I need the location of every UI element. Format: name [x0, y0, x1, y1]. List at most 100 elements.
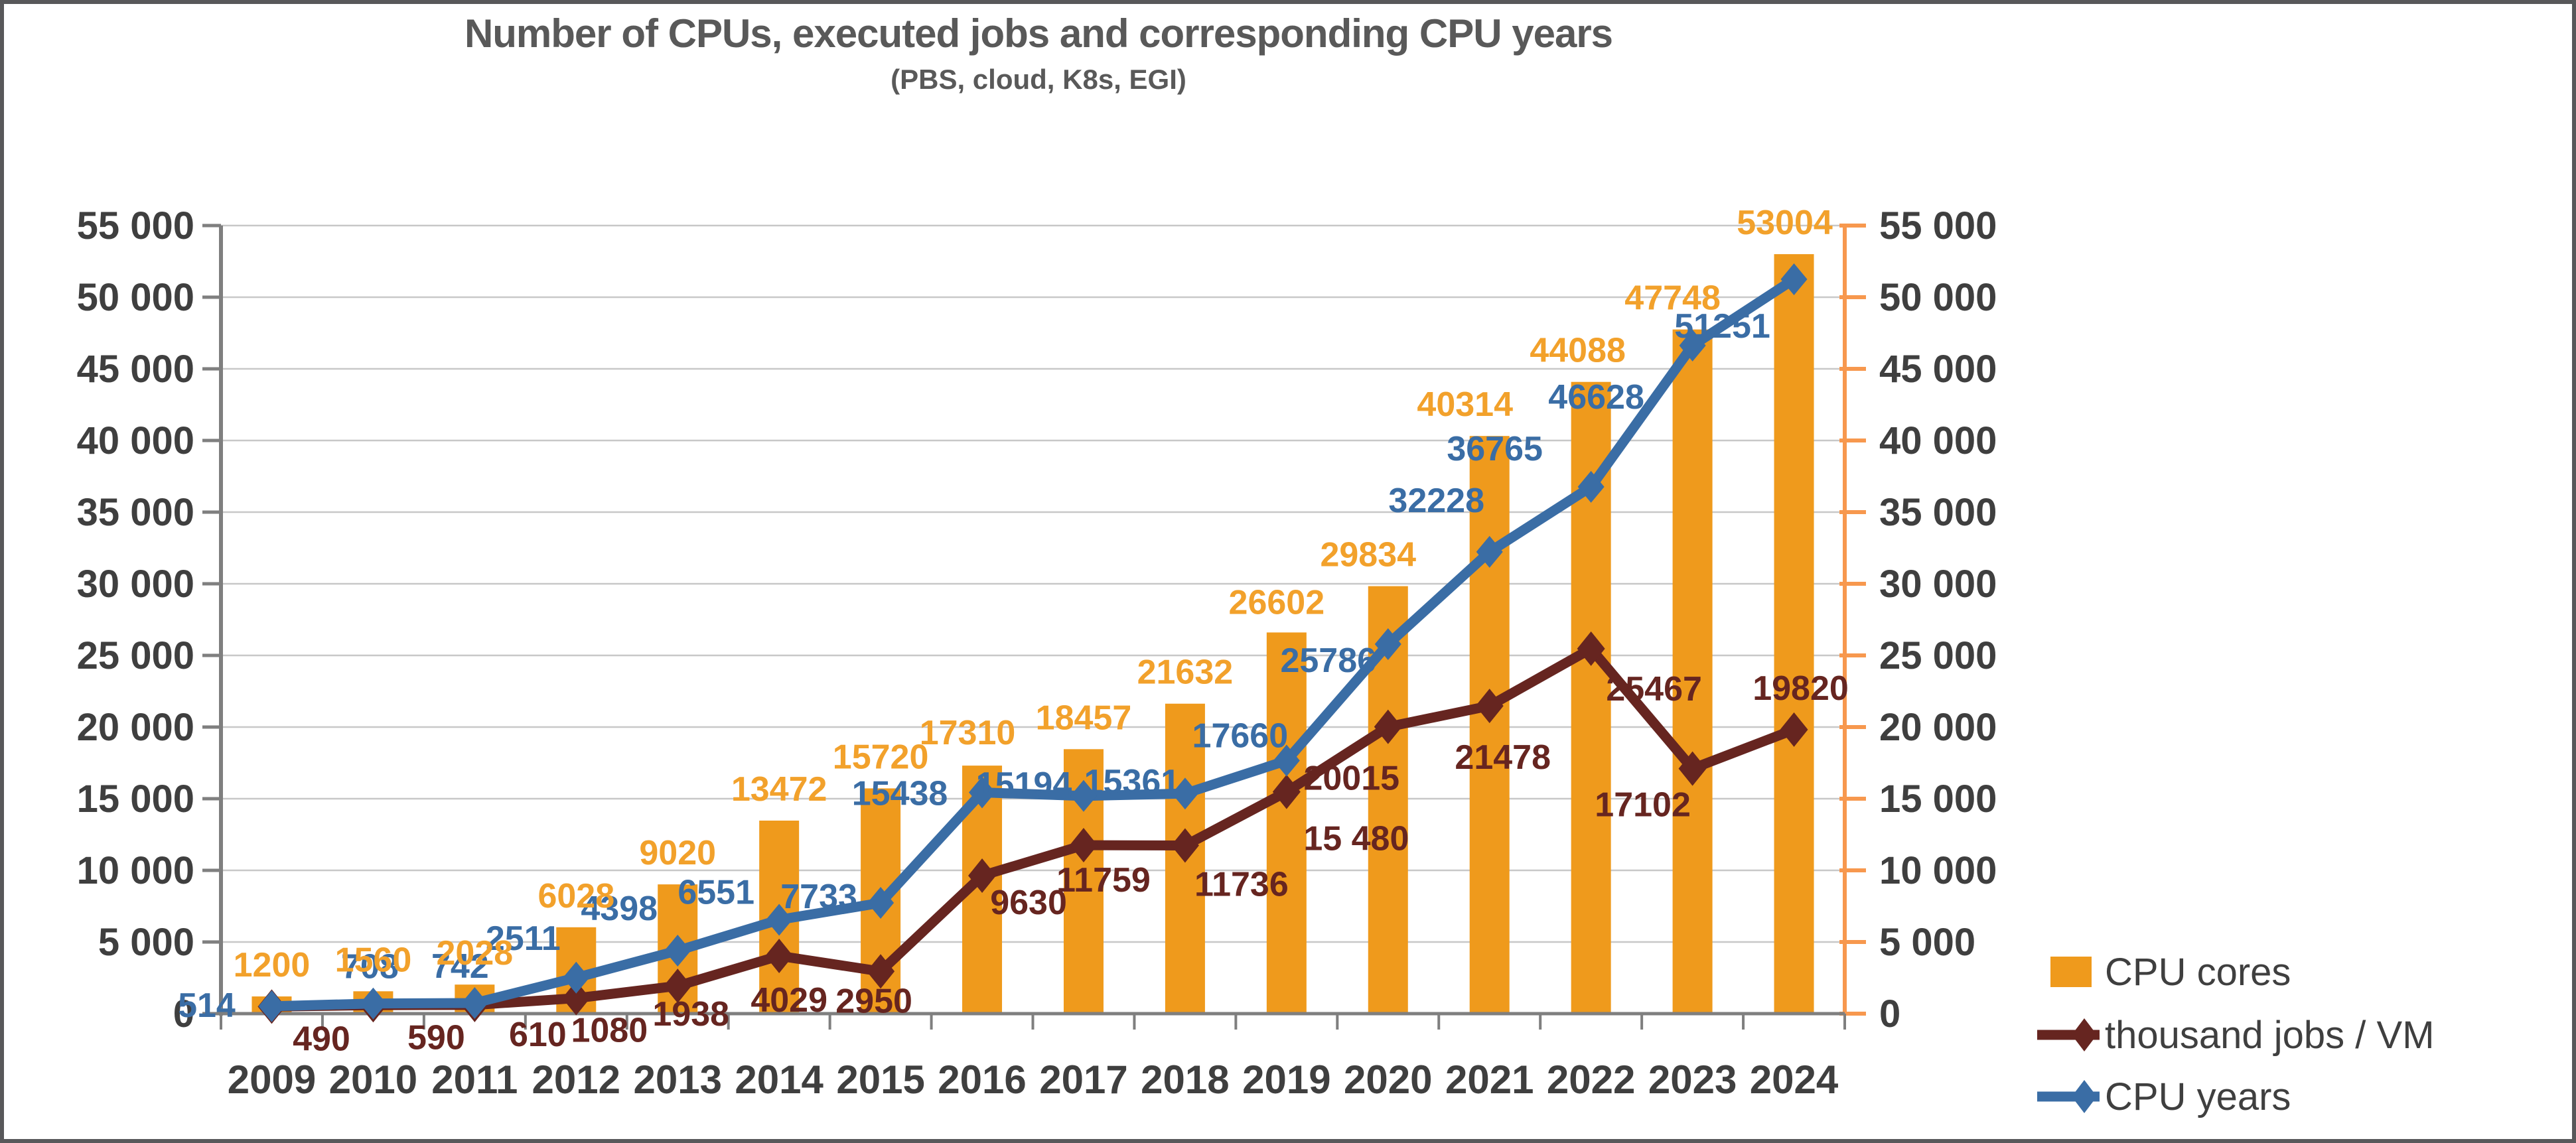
cpu-years-point-2010: [360, 987, 387, 1020]
y-left-tick-label: 20 000: [77, 706, 194, 749]
cpu-years-label-2012: 2511: [486, 919, 561, 958]
jobs-label-2015: 2950: [835, 982, 912, 1020]
cpu-years-point-2009: [258, 990, 285, 1022]
bar-label-2014: 13472: [731, 770, 827, 809]
bar-label-2023: 47748: [1624, 279, 1721, 318]
jobs-label-2019: 15 480: [1303, 820, 1409, 858]
legend-label-cpu-years: CPU years: [2105, 1075, 2291, 1118]
jobs-label-2016: 9630: [990, 884, 1067, 922]
bar-label-2022: 44088: [1530, 332, 1626, 370]
cpu-years-label-2024: 51251: [1674, 307, 1770, 346]
cpu-years-label-2018: 15361: [1084, 763, 1181, 801]
x-tick-label-2015: 2015: [836, 1057, 924, 1102]
cpu-years-point-2020: [1374, 628, 1401, 661]
bar-2021: [1469, 436, 1510, 1014]
y-left-tick-label: 50 000: [77, 276, 194, 319]
jobs-label-2023: 17102: [1595, 786, 1691, 825]
bar-label-2020: 29834: [1320, 536, 1416, 574]
bar-2023: [1672, 329, 1713, 1014]
jobs-label-2021: 21478: [1455, 738, 1551, 777]
bar-label-2011: 2028: [437, 934, 514, 973]
y-right-tick-label: 35 000: [1879, 491, 1997, 534]
jobs-point-2020: [1374, 709, 1402, 744]
cpu-years-point-2023: [1679, 329, 1706, 362]
jobs-point-2018: [1171, 828, 1199, 863]
y-left-tick-label: 25 000: [77, 634, 194, 677]
jobs-label-2024: 19820: [1753, 669, 1849, 708]
cpu-years-label-2013: 4398: [581, 890, 658, 928]
y-left-tick-label: 35 000: [77, 491, 194, 534]
y-left-tick-label: 40 000: [77, 419, 194, 462]
jobs-line: [271, 642, 1796, 1012]
y-left-tick-label: 15 000: [77, 777, 194, 821]
cpu-years-label-2011: 742: [431, 947, 489, 986]
y-right-tick-label: 25 000: [1879, 634, 1997, 677]
legend-marker-jobs: [2072, 1018, 2097, 1051]
jobs-point-2013: [664, 969, 692, 1004]
jobs-label-2017: 11759: [1056, 861, 1151, 900]
x-tick-label-2020: 2020: [1344, 1057, 1432, 1102]
cpu-years-point-2012: [563, 961, 590, 994]
cpu-years-point-2017: [1070, 779, 1097, 812]
cpu-years-line: [271, 275, 1797, 1012]
x-tick-label-2017: 2017: [1039, 1057, 1127, 1102]
jobs-point-2014: [765, 938, 794, 973]
cpu-years-label-2020: 25786: [1280, 641, 1376, 680]
x-tick-label-2021: 2021: [1445, 1057, 1534, 1102]
jobs-point-2017: [1069, 828, 1098, 863]
cpu-years-point-2021: [1476, 535, 1503, 568]
jobs-label-2022: 25467: [1606, 670, 1702, 708]
y-right-tick-label: 55 000: [1879, 204, 1997, 247]
bar-label-2015: 15720: [833, 738, 929, 776]
bar-label-2024: 53004: [1737, 204, 1833, 242]
x-tick-label-2016: 2016: [938, 1057, 1026, 1102]
jobs-label-2014: 4029: [751, 981, 827, 1020]
bar-label-2009: 1200: [234, 946, 311, 984]
cpu-years-point-2011: [461, 986, 488, 1019]
x-tick-label-2014: 2014: [735, 1057, 823, 1102]
y-left-tick-label: 30 000: [77, 563, 194, 606]
x-tick-label-2019: 2019: [1242, 1057, 1330, 1102]
cpu-years-point-2018: [1171, 777, 1198, 810]
jobs-point-2022: [1577, 631, 1605, 666]
bar-label-2019: 26602: [1229, 583, 1325, 622]
cpu-years-point-2014: [766, 904, 793, 936]
jobs-point-2021: [1475, 689, 1504, 724]
legend-swatch-cpu-cores: [2050, 957, 2092, 987]
x-tick-label-2024: 2024: [1750, 1057, 1839, 1102]
x-tick-label-2012: 2012: [532, 1057, 620, 1102]
chart-subtitle: (PBS, cloud, K8s, EGI): [891, 64, 1186, 95]
bar-label-2012: 6028: [537, 877, 614, 915]
cpu-years-point-2013: [664, 935, 691, 967]
bar-label-2013: 9020: [639, 834, 716, 872]
y-right-tick-label: 45 000: [1879, 348, 1997, 391]
jobs-point-2019: [1272, 774, 1301, 809]
jobs-label-2013: 1938: [652, 995, 729, 1034]
y-left-tick-label: 5 000: [98, 921, 194, 964]
y-left-tick-label: 55 000: [77, 204, 194, 247]
legend-label-jobs: thousand jobs / VM: [2105, 1014, 2435, 1057]
y-right-tick-label: 0: [1879, 992, 1900, 1036]
y-left-tick-label: 0: [173, 992, 194, 1036]
cpu-years-label-2019: 17660: [1192, 717, 1289, 756]
cpu-years-label-2023: 46628: [1548, 378, 1644, 417]
y-right-tick-label: 15 000: [1879, 777, 1997, 821]
cpu-years-label-2016: 15438: [852, 775, 948, 813]
cpu-years-label-2017: 15194: [976, 766, 1072, 804]
jobs-point-2015: [867, 954, 895, 989]
jobs-label-2020: 20015: [1303, 760, 1399, 798]
cpu-years-label-2015: 7733: [780, 878, 857, 916]
cpu-years-point-2022: [1577, 470, 1605, 503]
legend-marker-cpu-years: [2072, 1080, 2097, 1113]
jobs-label-2010: 590: [407, 1018, 465, 1057]
y-right-tick-label: 50 000: [1879, 276, 1997, 319]
y-right-tick-label: 30 000: [1879, 563, 1997, 606]
cpu-years-point-2015: [867, 886, 894, 919]
y-left-tick-label: 10 000: [77, 849, 194, 892]
chart-title: Number of CPUs, executed jobs and corres…: [464, 11, 1613, 56]
bar-label-2021: 40314: [1417, 385, 1513, 424]
y-right-tick-label: 10 000: [1879, 849, 1997, 892]
jobs-point-2012: [562, 980, 591, 1016]
legend-label-cpu-cores: CPU cores: [2105, 951, 2291, 994]
